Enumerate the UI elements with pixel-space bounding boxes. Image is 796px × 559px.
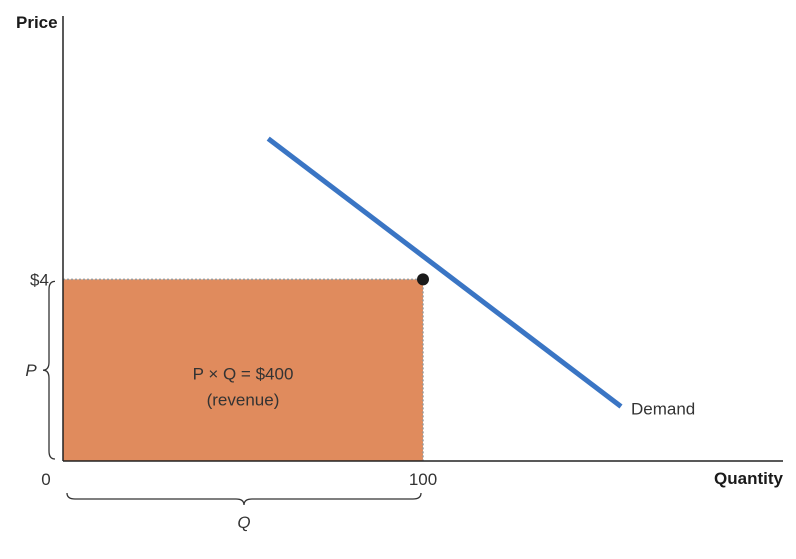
- y-axis-title: Price: [16, 13, 58, 32]
- revenue-formula-label: P × Q = $400: [193, 364, 294, 383]
- x-axis-title: Quantity: [714, 469, 783, 488]
- y-tick-label: $4: [30, 270, 49, 289]
- demand-point: [417, 273, 429, 286]
- price-brace: [42, 280, 56, 460]
- price-brace-label: P: [25, 361, 37, 380]
- x-tick-label: 100: [409, 470, 437, 489]
- demand-series-label: Demand: [631, 400, 695, 419]
- revenue-rectangle: [63, 279, 423, 461]
- demand-line: [266, 136, 623, 409]
- quantity-brace: [66, 492, 422, 506]
- revenue-caption-label: (revenue): [207, 390, 280, 409]
- quantity-brace-label: Q: [237, 513, 250, 532]
- x-origin-label: 0: [41, 470, 50, 489]
